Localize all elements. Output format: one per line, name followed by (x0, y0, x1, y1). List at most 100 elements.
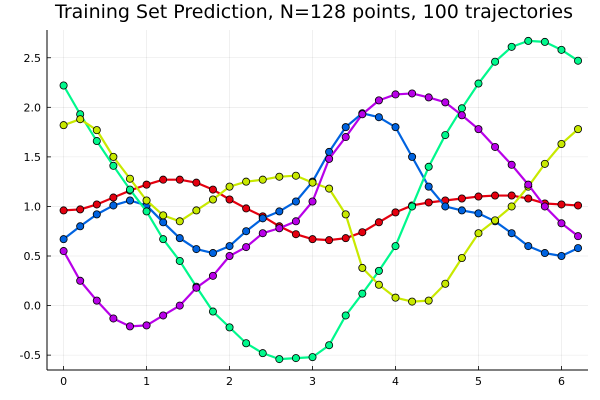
data-point (109, 314, 118, 323)
series-5 (59, 89, 583, 331)
data-point (341, 123, 350, 132)
data-point (59, 247, 68, 256)
data-point (76, 222, 85, 231)
data-point (109, 152, 118, 161)
data-point (341, 234, 350, 243)
data-point (59, 206, 68, 215)
data-point (424, 296, 433, 305)
data-point (540, 202, 549, 211)
data-point (341, 210, 350, 219)
data-point (374, 113, 383, 122)
chart-title: Training Set Prediction, N=128 points, 1… (54, 1, 573, 23)
data-point (474, 125, 483, 134)
data-point (457, 104, 466, 113)
data-point (424, 162, 433, 171)
data-point (325, 184, 334, 193)
data-point (275, 224, 284, 233)
data-point (408, 202, 417, 211)
x-tick-label: 1 (143, 375, 150, 388)
series-layer (59, 36, 583, 364)
data-point (507, 160, 516, 169)
data-point (574, 56, 583, 65)
data-point (524, 36, 533, 45)
data-point (242, 177, 251, 186)
data-point (424, 182, 433, 191)
data-point (507, 42, 516, 51)
y-tick-label: 0.5 (24, 250, 42, 263)
data-point (291, 197, 300, 206)
data-point (441, 98, 450, 107)
data-point (557, 139, 566, 148)
data-point (258, 175, 267, 184)
data-point (242, 339, 251, 348)
series-4 (59, 115, 583, 306)
data-point (424, 93, 433, 102)
data-point (242, 204, 251, 213)
data-point (142, 321, 151, 330)
data-point (574, 125, 583, 134)
data-point (175, 217, 184, 226)
data-point (208, 249, 217, 258)
data-point (358, 228, 367, 237)
data-point (507, 202, 516, 211)
data-point (574, 244, 583, 253)
data-point (358, 289, 367, 298)
data-point (557, 45, 566, 54)
y-tick-label: 0.0 (24, 300, 42, 313)
data-point (159, 311, 168, 320)
data-point (159, 235, 168, 244)
data-point (142, 207, 151, 216)
data-point (225, 242, 234, 251)
x-tick-label: 5 (475, 375, 482, 388)
data-point (408, 297, 417, 306)
data-point (125, 185, 134, 194)
data-point (225, 323, 234, 332)
data-point (308, 197, 317, 206)
data-point (391, 208, 400, 217)
data-point (225, 252, 234, 261)
data-point (76, 205, 85, 214)
data-point (374, 266, 383, 275)
data-point (208, 271, 217, 280)
data-point (408, 152, 417, 161)
data-point (242, 227, 251, 236)
data-point (142, 196, 151, 205)
data-point (391, 90, 400, 99)
x-tick-label: 6 (558, 375, 565, 388)
data-point (59, 81, 68, 90)
data-point (374, 218, 383, 227)
data-point (225, 182, 234, 191)
y-tick-label: -0.5 (20, 349, 41, 362)
data-point (92, 296, 101, 305)
data-point (457, 194, 466, 203)
data-point (474, 79, 483, 88)
data-point (524, 194, 533, 203)
series-line (62, 92, 580, 328)
data-point (159, 218, 168, 227)
data-point (574, 201, 583, 210)
data-point (308, 235, 317, 244)
data-point (491, 142, 500, 151)
data-point (291, 171, 300, 180)
data-point (457, 111, 466, 120)
data-point (175, 256, 184, 265)
axes-layer (46, 30, 588, 371)
data-point (574, 232, 583, 241)
data-point (208, 185, 217, 194)
data-point (507, 191, 516, 200)
data-point (175, 301, 184, 310)
data-point (474, 229, 483, 238)
data-point (474, 192, 483, 201)
data-point (507, 229, 516, 238)
series-line (62, 118, 580, 303)
data-point (109, 193, 118, 202)
data-point (325, 154, 334, 163)
data-point (76, 115, 85, 124)
data-point (242, 243, 251, 252)
data-point (92, 200, 101, 209)
data-point (424, 198, 433, 207)
x-axis-ticks: 0 1 2 3 4 5 6 (60, 366, 565, 388)
y-tick-label: 2.0 (24, 101, 42, 114)
x-tick-label: 2 (226, 375, 233, 388)
